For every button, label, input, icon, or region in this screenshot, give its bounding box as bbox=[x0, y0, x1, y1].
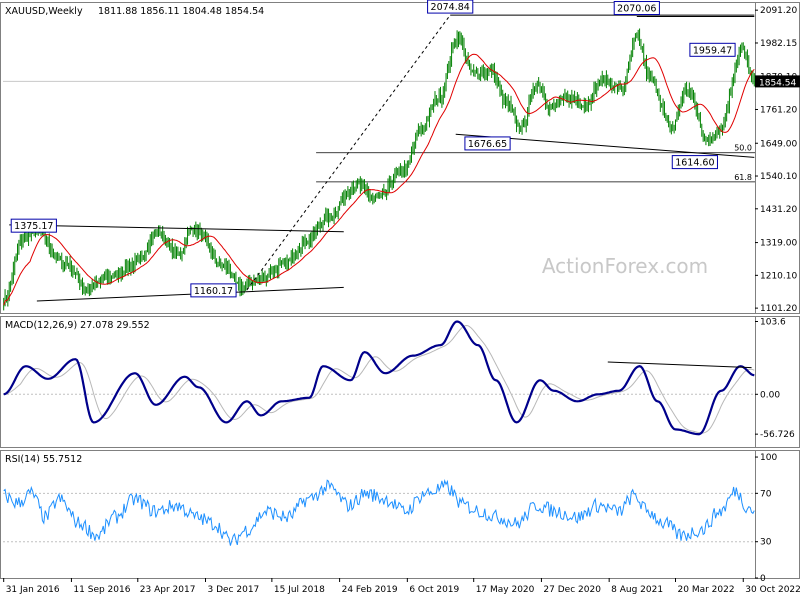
macd-tick-label: -56.726 bbox=[760, 430, 795, 440]
price-label-text: 2070.06 bbox=[617, 4, 656, 15]
macd-trendline bbox=[607, 361, 752, 369]
rsi-title: RSI(14) 55.7512 bbox=[5, 454, 82, 465]
macd-line bbox=[3, 320, 755, 436]
price-label-box bbox=[427, 0, 474, 14]
x-tick-label: 17 May 2020 bbox=[476, 585, 535, 595]
fib-level-label: 50.0 bbox=[734, 144, 752, 153]
moving-average-line bbox=[3, 53, 755, 306]
chart-ohlc-values: 1811.88 1856.11 1804.48 1854.54 bbox=[98, 6, 264, 17]
rsi-tick-label: 0 bbox=[760, 574, 766, 584]
price-tick-label: 1540.10 bbox=[760, 172, 797, 182]
x-tick-label: 20 Mar 2022 bbox=[678, 585, 735, 595]
rsi-tick-label: 100 bbox=[760, 453, 777, 463]
chart-symbol-title: XAUUSD,Weekly bbox=[5, 6, 83, 17]
price-label-box bbox=[689, 42, 736, 57]
fib-level-label: 61.8 bbox=[734, 173, 752, 182]
price-label-text: 2074.84 bbox=[431, 2, 470, 13]
x-tick-label: 3 Dec 2017 bbox=[208, 585, 260, 595]
price-label-box bbox=[10, 218, 57, 233]
price-label-text: 1375.17 bbox=[14, 221, 53, 232]
price-label-text: 1676.65 bbox=[468, 139, 507, 150]
x-tick-label: 24 Feb 2019 bbox=[342, 585, 398, 595]
price-label-box bbox=[671, 155, 718, 170]
x-tick-label: 30 Oct 2022 bbox=[745, 585, 800, 595]
price-label-text: 1614.60 bbox=[675, 158, 714, 169]
current-price-value: 1854.54 bbox=[759, 78, 796, 88]
price-tick-label: 2091.20 bbox=[760, 6, 797, 16]
rsi-tick-label: 70 bbox=[760, 489, 772, 499]
x-tick-label: 11 Sep 2016 bbox=[73, 585, 130, 595]
trendline bbox=[36, 286, 344, 302]
price-tick-label: 1649.00 bbox=[760, 139, 797, 149]
x-tick-label: 15 Jul 2018 bbox=[274, 585, 325, 595]
macd-tick-label: 103.6 bbox=[760, 317, 786, 327]
price-tick-label: 1101.20 bbox=[760, 304, 797, 314]
rsi-tick-label: 30 bbox=[760, 538, 772, 548]
macd-signal-line bbox=[3, 324, 755, 434]
price-tick-label: 1431.20 bbox=[760, 205, 797, 215]
price-tick-label: 1761.20 bbox=[760, 105, 797, 115]
watermark: ActionForex.com bbox=[542, 254, 708, 278]
price-label-text: 1160.17 bbox=[194, 286, 233, 297]
trendline bbox=[9, 224, 344, 233]
price-label-box bbox=[464, 136, 511, 151]
price-tick-label: 1982.15 bbox=[760, 39, 797, 49]
price-tick-label: 1319.00 bbox=[760, 239, 797, 249]
price-label-box bbox=[613, 1, 660, 16]
price-label-text: 1959.47 bbox=[693, 45, 732, 56]
price-label-box bbox=[190, 283, 237, 298]
current-price-flag bbox=[755, 75, 800, 88]
macd-tick-label: 0.00 bbox=[760, 390, 780, 400]
macd-title: MACD(12,26,9) 27.078 29.552 bbox=[5, 320, 150, 331]
rsi-line bbox=[3, 479, 755, 546]
macd-panel-frame bbox=[0, 316, 800, 448]
x-tick-label: 27 Dec 2020 bbox=[543, 585, 601, 595]
x-tick-label: 23 Apr 2017 bbox=[140, 585, 196, 595]
x-tick-label: 31 Jan 2016 bbox=[6, 585, 60, 595]
price-tick-label: 1210.10 bbox=[760, 271, 797, 281]
x-tick-label: 8 Aug 2021 bbox=[611, 585, 663, 595]
x-tick-label: 6 Oct 2019 bbox=[409, 585, 459, 595]
fibonacci-dashed-line bbox=[246, 14, 451, 291]
